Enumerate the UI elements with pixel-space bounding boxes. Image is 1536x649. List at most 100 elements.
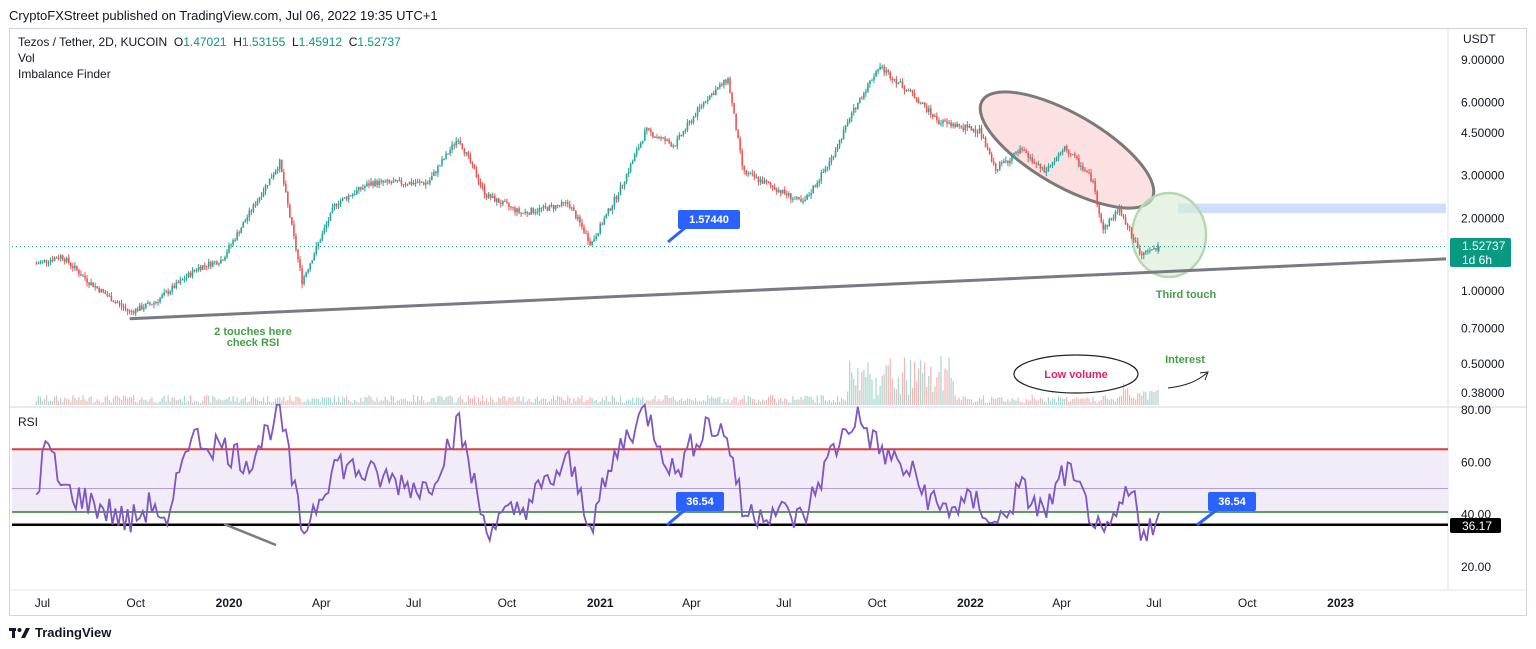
candle-body bbox=[826, 166, 829, 169]
candle-body bbox=[1124, 217, 1127, 225]
candle-body bbox=[238, 232, 240, 234]
volume-bar bbox=[275, 399, 277, 405]
candle-body bbox=[637, 147, 640, 150]
volume-bar bbox=[177, 399, 179, 405]
candle-body bbox=[972, 129, 975, 131]
candle-body bbox=[881, 66, 883, 68]
candle-body bbox=[982, 137, 985, 139]
candle-body bbox=[822, 171, 825, 173]
symbol-legend[interactable]: Tezos / Tether, 2D, KUCOIN O1.47021 H1.5… bbox=[18, 35, 401, 49]
candle-body bbox=[463, 148, 466, 154]
volume-bar bbox=[960, 400, 962, 405]
volume-bar bbox=[492, 399, 494, 405]
candle-body bbox=[506, 201, 508, 204]
candle-body bbox=[59, 255, 62, 259]
volume-bar bbox=[1009, 401, 1011, 405]
candle-body bbox=[925, 106, 928, 113]
volume-bar bbox=[670, 397, 672, 405]
volume-bar bbox=[625, 400, 628, 405]
candle-body bbox=[254, 204, 257, 206]
time-tick: Jul bbox=[1146, 596, 1161, 610]
candle-body bbox=[475, 169, 478, 178]
volume-bar bbox=[496, 401, 498, 405]
volume-bar bbox=[1112, 399, 1114, 405]
volume-bar bbox=[449, 395, 451, 405]
candle-body bbox=[988, 148, 991, 155]
candle-body bbox=[1136, 241, 1139, 248]
candle-body bbox=[222, 259, 224, 261]
volume-bar bbox=[1029, 400, 1031, 405]
tradingview-footer[interactable]: TradingView bbox=[9, 625, 111, 640]
candle-body bbox=[631, 160, 634, 164]
volume-bar bbox=[903, 357, 906, 405]
candle-body bbox=[313, 254, 316, 261]
candle-body bbox=[455, 140, 457, 146]
price-callout[interactable] bbox=[678, 210, 740, 229]
candle-body bbox=[846, 121, 849, 126]
open-label: O bbox=[173, 35, 184, 49]
volume-bar bbox=[911, 388, 914, 405]
candle-body bbox=[974, 129, 977, 133]
time-tick: 2022 bbox=[957, 596, 984, 610]
candle-body bbox=[852, 107, 855, 113]
candle-body bbox=[828, 161, 831, 167]
volume-bar bbox=[776, 402, 778, 405]
volume-bar bbox=[1124, 389, 1127, 405]
volume-bar bbox=[968, 398, 970, 405]
candle-body bbox=[420, 181, 423, 183]
candle-body bbox=[1074, 154, 1076, 157]
volume-bar bbox=[987, 402, 989, 405]
volume-bar bbox=[350, 401, 352, 405]
candle-body bbox=[564, 202, 567, 204]
candle-body bbox=[966, 124, 969, 128]
rsi-callout-2[interactable] bbox=[1208, 492, 1256, 511]
volume-bar bbox=[445, 396, 447, 405]
candle-body bbox=[558, 205, 561, 207]
candle-body bbox=[562, 202, 565, 204]
candle-body bbox=[228, 245, 230, 253]
high-value: 1.53155 bbox=[241, 35, 286, 49]
volume-bar bbox=[1053, 398, 1056, 405]
volume-bar bbox=[421, 396, 423, 405]
rsi-legend[interactable]: RSI bbox=[18, 415, 39, 429]
vol-legend[interactable]: Vol bbox=[18, 51, 35, 65]
candle-body bbox=[984, 137, 987, 148]
volume-bar bbox=[749, 397, 751, 405]
volume-bar bbox=[309, 401, 311, 405]
candle-body bbox=[437, 166, 439, 174]
volume-bar bbox=[599, 401, 601, 405]
price-callout-pointer bbox=[667, 225, 687, 244]
candle-body bbox=[205, 265, 208, 267]
candle-body bbox=[639, 142, 642, 148]
volume-bar bbox=[116, 395, 119, 405]
candle-body bbox=[358, 187, 360, 191]
volume-bar bbox=[684, 400, 686, 405]
volume-bar bbox=[74, 397, 76, 405]
volume-bar bbox=[147, 401, 149, 405]
volume-bar bbox=[37, 395, 39, 405]
candle-body bbox=[777, 190, 780, 192]
candle-body bbox=[850, 112, 853, 119]
candle-body bbox=[775, 189, 778, 192]
volume-bar bbox=[169, 401, 171, 405]
candle-body bbox=[1118, 206, 1121, 213]
volume-bar bbox=[58, 401, 60, 405]
publisher-header: CryptoFXStreet published on TradingView.… bbox=[9, 8, 438, 23]
volume-bar bbox=[220, 400, 222, 405]
candle-body bbox=[136, 308, 139, 311]
volume-bar bbox=[236, 397, 238, 405]
rsi-callout-1[interactable] bbox=[676, 492, 724, 511]
volume-bar bbox=[548, 401, 551, 405]
volume-bar bbox=[76, 400, 78, 405]
rsi-callout-1-pointer bbox=[666, 507, 687, 527]
volume-bar bbox=[615, 401, 618, 405]
candle-body bbox=[538, 208, 541, 212]
chart-frame bbox=[9, 28, 1527, 616]
candle-body bbox=[589, 241, 591, 245]
bar-countdown: 1d 6h bbox=[1462, 253, 1492, 267]
candle-body bbox=[477, 177, 480, 183]
candle-body bbox=[394, 179, 397, 182]
indicator-legend[interactable]: Imbalance Finder bbox=[18, 67, 111, 81]
volume-bar bbox=[1025, 399, 1027, 405]
